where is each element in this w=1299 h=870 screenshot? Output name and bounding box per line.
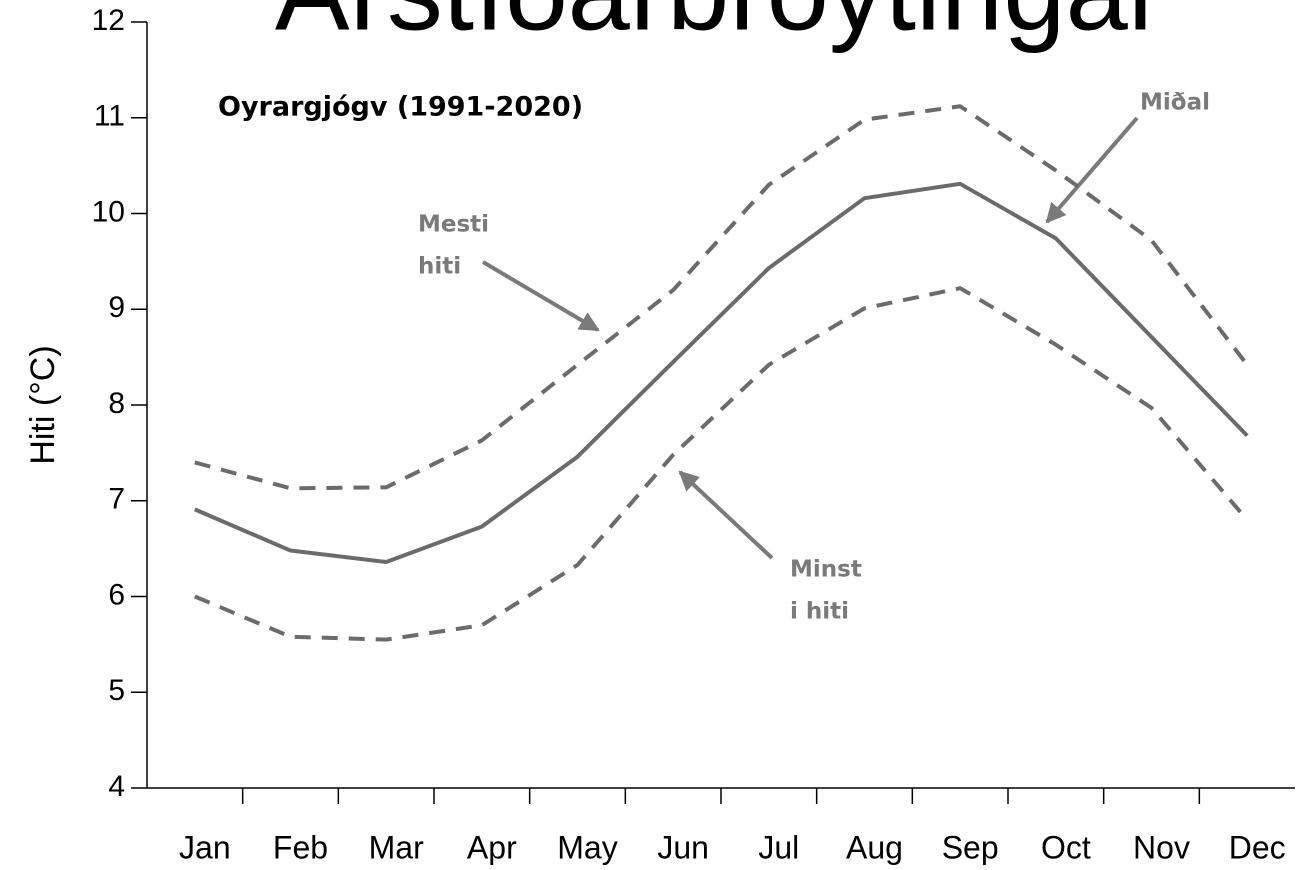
x-tick-label: Dec <box>1229 829 1286 865</box>
annotation-text: i hiti <box>790 599 849 625</box>
annotation-text: hiti <box>418 254 461 280</box>
x-tick-label: Sep <box>942 829 999 865</box>
y-tick-label: 12 <box>92 4 125 37</box>
x-tick-label: Feb <box>273 829 328 865</box>
y-tick-label: 8 <box>108 387 125 420</box>
x-tick-label: Apr <box>467 829 517 865</box>
x-tick-label: May <box>557 829 617 865</box>
annotation-mial: Miðal <box>1045 90 1210 224</box>
annotation-arrow <box>1045 116 1139 224</box>
x-tick-label: Jun <box>657 829 709 865</box>
chart-subtitle: Oyrargjógv (1991-2020) <box>218 92 583 123</box>
annotation-text: Minst <box>790 557 862 583</box>
y-tick-label: 5 <box>108 674 125 707</box>
annotation-arrow <box>678 470 774 560</box>
y-tick-label: 9 <box>108 291 125 324</box>
y-axis-label: Hiti (°C) <box>24 345 62 464</box>
annotation-minst: Minst i hiti <box>678 470 862 625</box>
x-tick-label: Aug <box>846 829 903 865</box>
y-tick-label: 6 <box>108 578 125 611</box>
line-series <box>194 181 1249 565</box>
annotation-text: Miðal <box>1140 90 1210 116</box>
x-tick-label: Jul <box>758 829 799 865</box>
x-tick-label: Nov <box>1133 829 1190 865</box>
annotation-mesti: Mesti hiti <box>418 212 600 332</box>
y-tick-label: 10 <box>92 195 125 228</box>
chart-title: Árstíðarbroytingar <box>275 0 1165 54</box>
annotation-arrow <box>481 260 600 332</box>
x-tick-label: Mar <box>369 829 424 865</box>
annotation-text: Mesti <box>418 212 489 238</box>
y-tick-label: 7 <box>108 483 125 516</box>
y-tick-label: 11 <box>94 100 125 133</box>
line-series <box>194 104 1249 491</box>
y-tick-label: 4 <box>108 770 125 803</box>
x-tick-label: Oct <box>1041 829 1091 865</box>
x-tick-label: Jan <box>179 829 231 865</box>
